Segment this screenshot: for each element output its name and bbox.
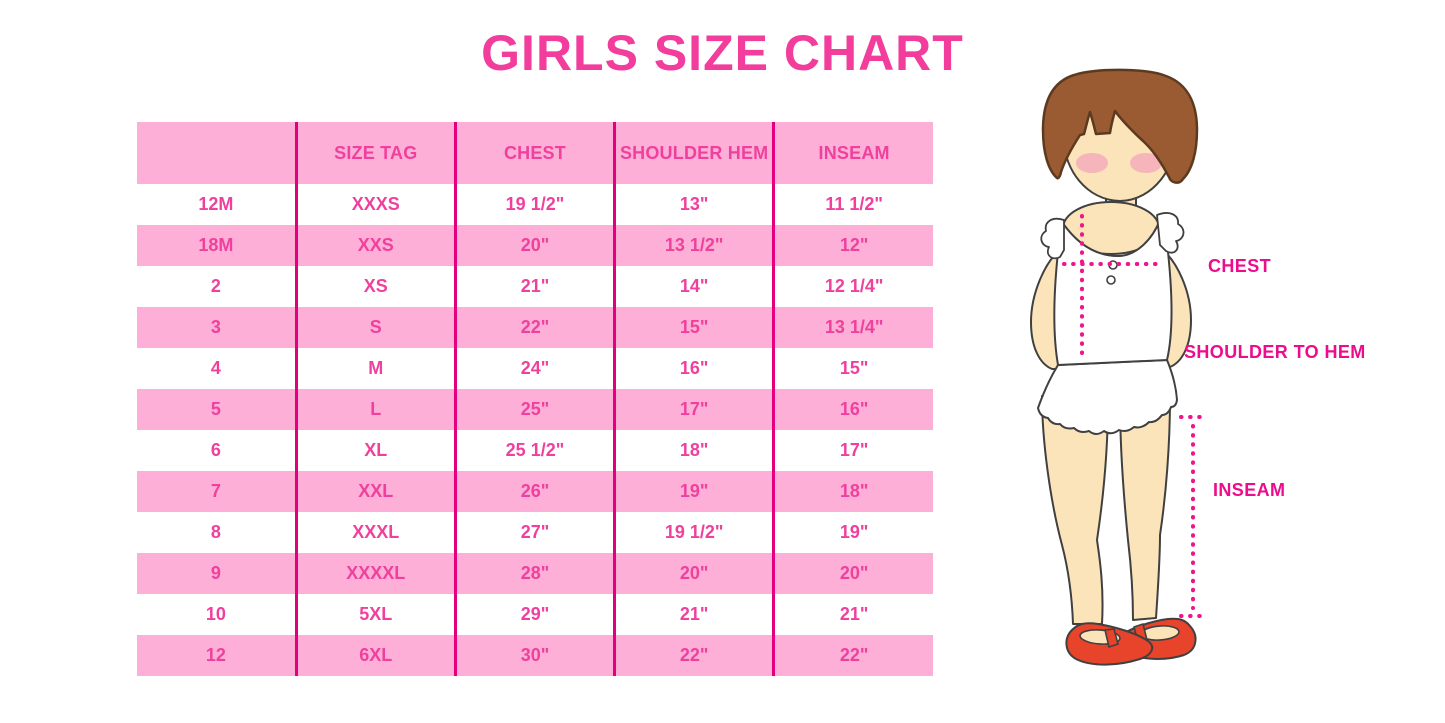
table-row: 7 XXL 26" 19" 18" [137,471,933,512]
size-cell: 10 [205,604,226,624]
page-title: GIRLS SIZE CHART [481,25,964,81]
size-cell: 16" [613,348,774,389]
size-cell: 9 [137,553,297,594]
size-cell: 19" [613,471,774,512]
table-row: 3 S 22" 15" 13 1/4" [137,307,933,348]
size-cell: 18M [137,225,297,266]
table-row: 2 XS 21" 14" 12 1/4" [137,266,933,307]
size-cell: 18" [772,471,933,512]
size-cell: 8 [210,522,221,542]
size-table-header: SIZE TAG CHEST SHOULDER HEM INSEAM [137,122,933,184]
size-cell: 6XL [294,635,456,676]
size-cell: 27" [453,512,615,553]
girl-left-blush [1076,153,1108,173]
size-cell: XXXL [294,512,456,553]
girl-top [1053,219,1173,366]
size-cell: 17" [772,430,933,471]
size-cell: 20" [613,553,774,594]
girl-hair [1041,68,1199,184]
size-cell: 11 1/2" [772,184,933,225]
column-header-inseam: INSEAM [772,122,933,184]
inseam-label: INSEAM [1213,480,1285,500]
girl-right-ruffle [1156,212,1185,254]
size-cell: 2 [210,276,221,296]
size-cell: 26" [453,471,615,512]
size-cell: 30" [453,635,615,676]
size-cell: 3 [137,307,297,348]
size-cell: 13 1/2" [613,225,774,266]
table-row: 4 M 24" 16" 15" [137,348,933,389]
girl-right-blush [1130,153,1162,173]
table-row: 6 XL 25 1/2" 18" 17" [137,430,933,471]
shoulder-to-hem-label: SHOULDER TO HEM [1184,342,1366,362]
size-cell: 22" [772,635,933,676]
size-cell: 22" [453,307,615,348]
table-row: 18M XXS 20" 13 1/2" 12" [137,225,933,266]
header-row: SIZE TAG CHEST SHOULDER HEM INSEAM [137,122,933,184]
column-header-shoulder-hem: SHOULDER HEM [613,122,774,184]
girl-left-ruffle [1040,217,1065,260]
size-cell: L [294,389,456,430]
size-cell: 15" [772,348,933,389]
size-cell: 22" [613,635,774,676]
size-cell: 19 1/2" [453,184,615,225]
column-header-size [137,122,297,184]
size-cell: 17" [613,389,774,430]
size-cell: S [294,307,456,348]
girl-skirt [1037,359,1178,435]
size-cell: 15" [613,307,774,348]
size-cell: 29" [453,594,615,635]
girl-illustration: CHEST SHOULDER TO HEM INSEAM [1030,68,1366,666]
size-cell: 18" [613,430,774,471]
table-row: 5 L 25" 17" 16" [137,389,933,430]
size-cell: M [294,348,456,389]
girl-right-leg [1119,397,1171,621]
table-row: 12 6XL 30" 22" 22" [137,635,933,676]
size-cell: XXXS [294,184,456,225]
size-cell: 14" [613,266,774,307]
size-cell: 16" [772,389,933,430]
table-row: 12M XXXS 19 1/2" 13" 11 1/2" [137,184,933,225]
size-table: SIZE TAG CHEST SHOULDER HEM INSEAM 12M XX… [137,122,933,676]
column-header-chest: CHEST [453,122,615,184]
top-button-2 [1106,275,1116,285]
size-cell: 24" [453,348,615,389]
size-cell: 21" [772,594,933,635]
size-cell: 25" [453,389,615,430]
column-header-size-tag: SIZE TAG [294,122,456,184]
size-cell: XXS [294,225,456,266]
size-cell: 6 [210,440,221,460]
size-cell: 4 [210,358,221,378]
size-cell: 7 [137,471,297,512]
girl-left-shoe [1065,622,1154,666]
size-cell: 28" [453,553,615,594]
size-cell: 19" [772,512,933,553]
size-cell: 5 [137,389,297,430]
size-cell: 12 [137,635,297,676]
size-cell: 12" [772,225,933,266]
size-cell: 25 1/2" [453,430,615,471]
size-table-body: 12M XXXS 19 1/2" 13" 11 1/2" 18M XXS 20" 13 1/2"… [137,184,933,676]
table-row: 9 XXXXL 28" 20" 20" [137,553,933,594]
size-cell: 19 1/2" [613,512,774,553]
size-cell: 21" [613,594,774,635]
size-cell: 20" [772,553,933,594]
size-cell: 12M [198,194,234,214]
size-cell: XXL [294,471,456,512]
size-cell: XL [294,430,456,471]
size-cell: 20" [453,225,615,266]
table-row: 8 XXXL 27" 19 1/2" 19" [137,512,933,553]
size-cell: 13 1/4" [772,307,933,348]
table-row: 10 5XL 29" 21" 21" [137,594,933,635]
size-cell: 13" [613,184,774,225]
size-cell: XXXXL [294,553,456,594]
size-cell: 12 1/4" [772,266,933,307]
size-cell: 5XL [294,594,456,635]
size-cell: 21" [453,266,615,307]
size-cell: XS [294,266,456,307]
chest-label: CHEST [1208,256,1271,276]
